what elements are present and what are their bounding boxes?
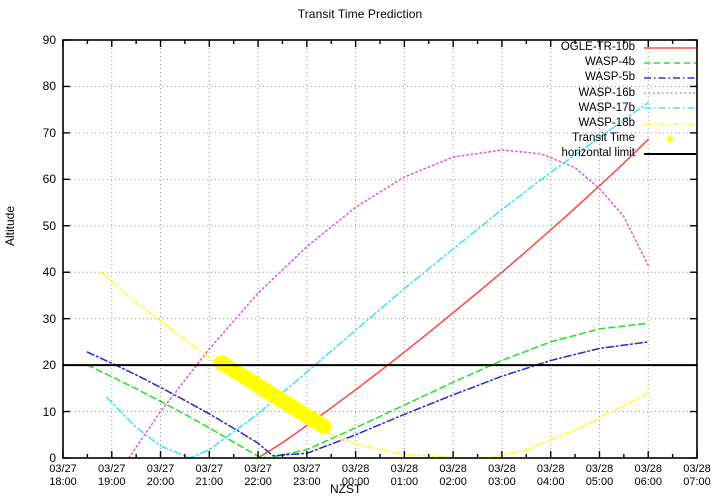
legend-label: WASP-4b [584,56,635,69]
x-tick-time: 20:00 [146,476,175,488]
x-tick-label: 03/27 19:00 [82,463,142,489]
legend-label: WASP-16b [578,86,635,99]
x-tick-date: 03/28 [390,463,419,475]
legend-label: WASP-18b [578,116,635,129]
y-tick-label: 30 [42,311,56,326]
x-tick-label: 03/28 01:00 [374,463,434,489]
y-tick-label: 40 [42,265,56,280]
data-series-group [86,101,650,459]
legend-item: WASP-16b [498,86,698,101]
x-tick-date: 03/28 [341,463,370,475]
x-tick-time: 21:00 [195,476,224,488]
x-tick-date: 03/28 [439,463,467,475]
y-tick-label: 10 [42,404,56,419]
x-tick-date: 03/27 [293,463,321,475]
x-tick-label: 03/28 07:00 [667,463,720,489]
legend-item: OGLE-TR-10b [498,40,698,55]
transit-time-band [214,355,332,434]
y-tick-label: 70 [42,125,56,140]
legend-item: WASP-17b [498,101,698,116]
y-tick-label: 20 [42,358,56,373]
x-tick-time: 07:00 [683,476,711,488]
legend-label: horizontal limit [561,147,636,160]
x-tick-date: 03/28 [488,463,516,475]
legend-swatch [642,86,698,100]
x-tick-label: 03/28 04:00 [521,463,581,489]
legend-swatch [642,117,698,131]
series-line-wasp-4b [86,322,650,459]
x-tick-label: 03/28 06:00 [618,463,678,489]
series-line-wasp-5b [86,341,650,457]
x-tick-label: 03/27 22:00 [228,463,288,489]
x-tick-time: 02:00 [439,476,467,488]
x-tick-time: 22:00 [244,476,272,488]
x-tick-time: 19:00 [98,476,126,488]
x-tick-time: 04:00 [536,476,565,488]
y-tick-label: 50 [42,218,56,233]
x-tick-date: 03/28 [536,463,565,475]
series-line-wasp-17b [106,101,650,459]
x-tick-time: 23:00 [293,476,321,488]
legend-swatch [642,71,698,85]
legend-item: Transit Time [498,131,698,146]
x-tick-time: 01:00 [390,476,419,488]
x-tick-label: 03/28 00:00 [326,463,386,489]
y-tick-label: 80 [42,79,56,94]
x-tick-date: 03/28 [634,463,662,475]
legend-swatch [642,41,698,55]
x-tick-date: 03/27 [49,463,77,475]
x-tick-date: 03/28 [683,463,711,475]
x-tick-label: 03/27 20:00 [131,463,191,489]
x-tick-date: 03/28 [585,463,614,475]
series-line-ogle-tr-10b [257,138,650,459]
legend-label: WASP-5b [584,71,635,84]
legend-swatch [642,56,698,70]
x-tick-label: 03/28 05:00 [569,463,629,489]
y-tick-label: 90 [42,33,56,47]
legend-swatch [642,147,698,161]
x-tick-date: 03/27 [244,463,272,475]
legend-label: OGLE-TR-10b [560,41,635,53]
x-tick-time: 05:00 [585,476,614,488]
x-tick-time: 06:00 [634,476,662,488]
axis-ticks [62,39,698,459]
x-tick-time: 18:00 [49,476,77,488]
legend-item: WASP-4b [498,55,698,70]
legend-label: WASP-17b [578,101,635,114]
x-tick-label: 03/27 23:00 [277,463,337,489]
legend-swatch [642,132,698,146]
legend-swatch [642,101,698,115]
chart-title: Transit Time Prediction [297,7,423,21]
x-tick-label: 03/28 03:00 [472,463,532,489]
series-line-wasp-18b [100,271,650,459]
x-tick-label: 03/27 21:00 [179,463,239,489]
x-tick-label: 03/28 02:00 [423,463,483,489]
x-tick-time: 00:00 [341,476,370,488]
legend-label: Transit Time [572,132,635,145]
legend-item: WASP-18b [498,116,698,131]
x-tick-date: 03/27 [146,463,175,475]
legend-item: horizontal limit [498,146,698,161]
legend-item: WASP-5b [498,70,698,85]
x-axis-label: NZST [330,482,362,496]
gridlines [63,40,697,458]
x-tick-label: 03/27 18:00 [33,463,93,489]
diamond-marker-icon [666,134,674,143]
y-tick-label: 0 [49,451,56,465]
y-tick-label: 60 [42,172,56,187]
x-tick-date: 03/27 [98,463,126,475]
x-tick-date: 03/27 [195,463,224,475]
series-line-wasp-16b [128,149,650,459]
x-tick-time: 03:00 [488,476,516,488]
chart-legend: OGLE-TR-10b WASP-4b WASP-5b WASP-16b WASP-17… [498,40,698,162]
